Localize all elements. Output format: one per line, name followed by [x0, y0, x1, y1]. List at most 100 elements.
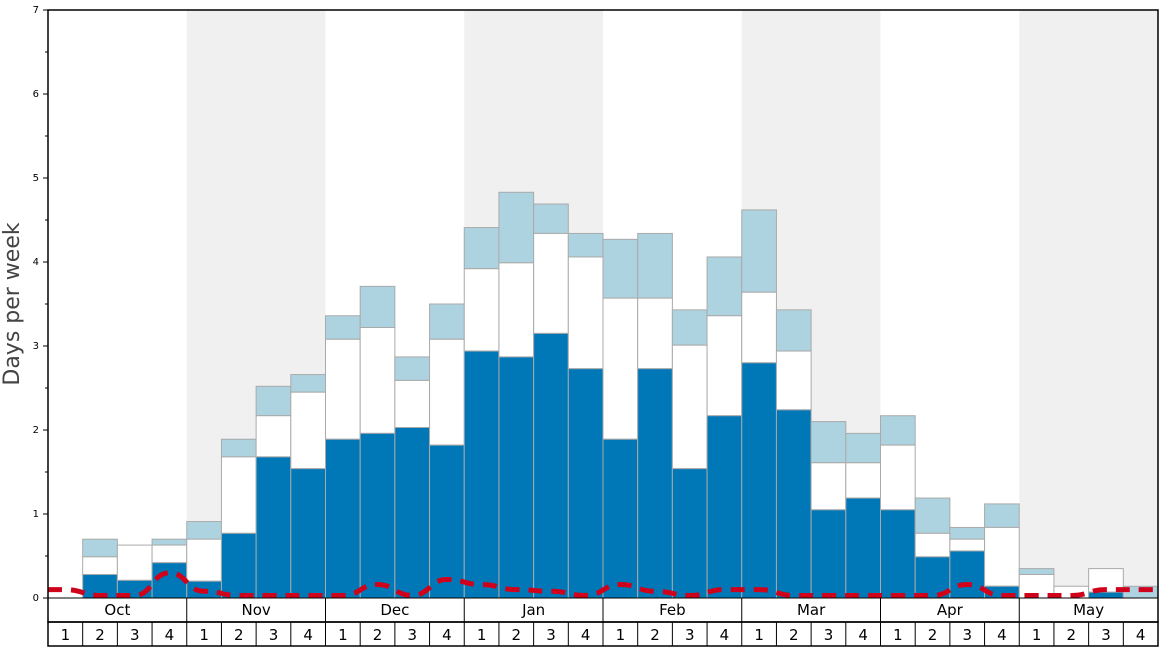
- bar-dark-segment: [533, 332, 569, 599]
- bar-dark-segment: [220, 532, 257, 599]
- y-tick-label: 0: [33, 593, 39, 604]
- bar-dark-segment: [255, 456, 292, 599]
- y-tick-label: 1: [33, 509, 39, 520]
- bar-dark-segment: [602, 438, 639, 599]
- week-label: 2: [373, 626, 383, 644]
- bar-top-segment: [567, 232, 604, 258]
- bar-middle-segment: [602, 297, 639, 440]
- bar-middle-segment: [845, 462, 881, 499]
- bar-top-segment: [394, 356, 431, 381]
- bar-top-segment: [463, 227, 500, 270]
- bar-top-segment: [186, 521, 222, 540]
- week-label: 2: [789, 626, 799, 644]
- week-label: 3: [130, 626, 140, 644]
- bar-middle-segment: [706, 315, 743, 417]
- bar-top-segment: [255, 385, 292, 417]
- bar-middle-segment: [290, 391, 326, 470]
- bar-top-segment: [325, 315, 361, 340]
- bar-top-segment: [82, 538, 118, 558]
- week-label: 1: [338, 626, 348, 644]
- bar-dark-segment: [429, 444, 465, 599]
- bar-middle-segment: [82, 556, 118, 575]
- bar-middle-segment: [325, 338, 361, 440]
- y-axis-label: Days per week: [0, 222, 25, 385]
- week-label: 2: [650, 626, 660, 644]
- bar-dark-segment: [706, 415, 743, 599]
- bar-middle-segment: [255, 415, 292, 458]
- week-axis: 1 2 3 4 1 2 3 4 1 2 3 4 1 2 3 4 1 2 3 4 1 2 3 4 1 2 3 4 1 2 3 4: [47, 621, 1159, 647]
- bar-top-segment: [949, 526, 986, 540]
- bar-dark-segment: [325, 438, 361, 599]
- week-label: 2: [928, 626, 938, 644]
- month-label: Jan: [521, 601, 545, 619]
- bar-dark-segment: [880, 509, 916, 599]
- dashed-line: [47, 570, 1158, 598]
- bar-dark-segment: [290, 468, 326, 599]
- bar-top-segment: [671, 309, 708, 346]
- plot-frame: [47, 9, 1159, 623]
- week-label: 3: [962, 626, 972, 644]
- bars: [82, 191, 1159, 599]
- week-label: 3: [407, 626, 417, 644]
- week-label: 4: [1136, 626, 1146, 644]
- week-label: 3: [1101, 626, 1111, 644]
- month-label: Feb: [659, 601, 686, 619]
- bar-middle-segment: [186, 538, 222, 582]
- bar-middle-segment: [914, 532, 951, 558]
- bar-middle-segment: [498, 262, 535, 358]
- bar-top-segment: [880, 415, 916, 446]
- month-label: Apr: [937, 601, 964, 619]
- bar-dark-segment: [741, 362, 777, 599]
- month-label: May: [1073, 601, 1104, 619]
- week-label: 1: [61, 626, 71, 644]
- bar-dark-segment: [775, 409, 812, 599]
- bar-top-segment: [775, 309, 812, 352]
- bar-top-segment: [984, 503, 1020, 528]
- week-label: 3: [546, 626, 556, 644]
- bar-middle-segment: [116, 544, 153, 581]
- week-label: 1: [616, 626, 626, 644]
- week-label: 1: [199, 626, 209, 644]
- week-label: 2: [1067, 626, 1077, 644]
- week-label: 3: [269, 626, 279, 644]
- bar-top-segment: [359, 285, 396, 329]
- week-label: 1: [893, 626, 903, 644]
- bar-top-segment: [1018, 568, 1055, 575]
- bar-dark-segment: [949, 550, 986, 599]
- month-label: Oct: [104, 601, 130, 619]
- bar-middle-segment: [775, 350, 812, 411]
- week-label: 2: [234, 626, 244, 644]
- month-shade-may: [1019, 10, 1158, 598]
- week-label: 4: [581, 626, 591, 644]
- week-label: 4: [858, 626, 868, 644]
- week-label: 3: [824, 626, 834, 644]
- week-label: 1: [477, 626, 487, 644]
- bar-middle-segment: [880, 444, 916, 511]
- bar-middle-segment: [741, 291, 777, 364]
- bar-middle-segment: [429, 338, 465, 446]
- dashed-line-series: [47, 570, 1158, 598]
- y-tick-label: 5: [33, 173, 39, 184]
- month-label: Mar: [797, 601, 826, 619]
- y-axis: 0 1 2 3 4 5 6 7: [33, 5, 48, 604]
- week-label: 4: [997, 626, 1007, 644]
- bar-top-segment: [637, 232, 673, 299]
- bar-middle-segment: [151, 544, 188, 564]
- y-tick-label: 7: [33, 5, 39, 16]
- bar-middle-segment: [567, 256, 604, 370]
- week-label: 4: [303, 626, 313, 644]
- bar-middle-segment: [810, 462, 847, 511]
- bar-dark-segment: [671, 468, 708, 599]
- bar-top-segment: [220, 438, 257, 458]
- bar-dark-segment: [637, 368, 673, 599]
- bar-middle-segment: [220, 456, 257, 534]
- bar-middle-segment: [359, 327, 396, 434]
- week-label: 4: [442, 626, 452, 644]
- bar-top-segment: [602, 238, 639, 299]
- month-label: Dec: [380, 601, 409, 619]
- week-label: 1: [1032, 626, 1042, 644]
- y-tick-label: 6: [33, 89, 39, 100]
- bar-top-segment: [429, 303, 465, 340]
- bar-middle-segment: [533, 232, 569, 334]
- bar-dark-segment: [394, 426, 431, 599]
